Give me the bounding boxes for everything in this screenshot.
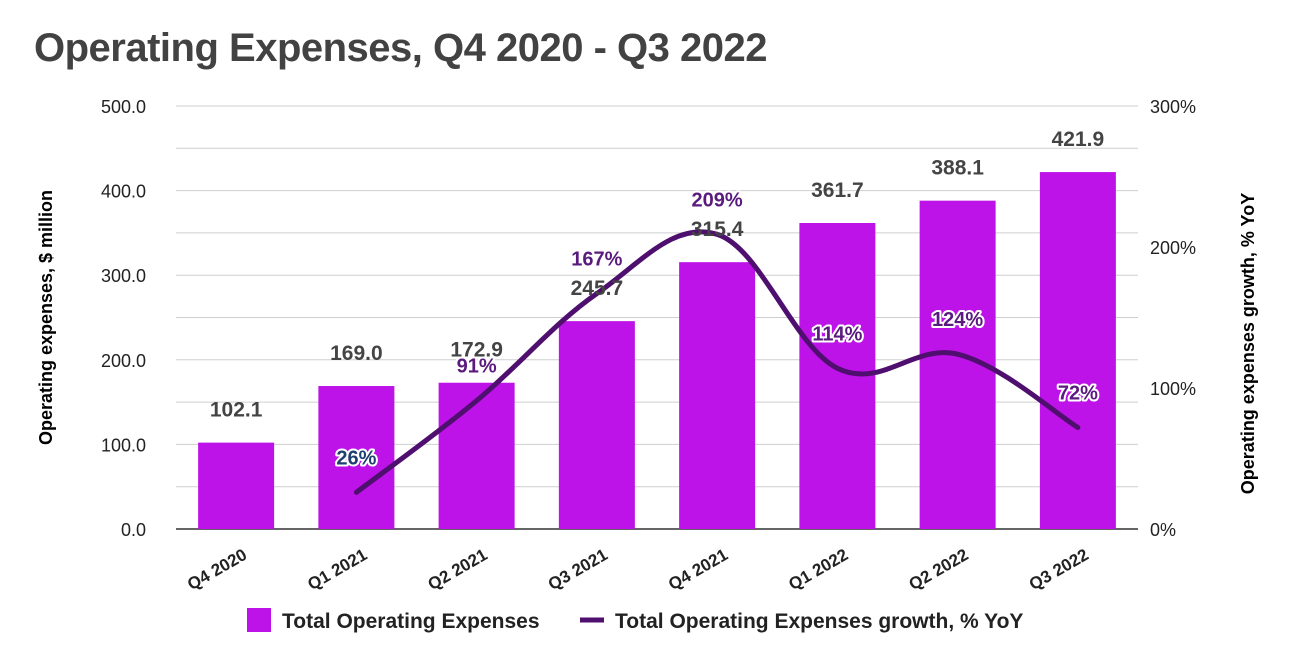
bar-value-label: 172.9 [450, 339, 503, 362]
bar-value-label: 245.7 [571, 277, 624, 300]
bar-value-label: 102.1 [210, 399, 263, 422]
data-labels: 102.1 169.0 172.9 245.7 315.4 361.7 388.1 421.9… [210, 128, 1105, 471]
bar-value-label: 388.1 [931, 157, 984, 180]
y2-tick-label: 300% [1150, 97, 1196, 117]
y-tick-label: 100.0 [101, 435, 146, 455]
legend-label-line: Total Operating Expenses growth, % YoY [615, 610, 1023, 633]
legend-label-bar: Total Operating Expenses [282, 610, 540, 633]
x-tick-label: Q1 2021 [304, 545, 370, 594]
growth-value-label: 91% [457, 356, 497, 378]
bar-value-label: 361.7 [811, 179, 864, 202]
bar [318, 386, 395, 529]
bar [679, 262, 756, 529]
y-tick-label: 500.0 [101, 97, 146, 117]
bar [438, 382, 515, 529]
bar [1039, 172, 1116, 529]
growth-line-path [353, 229, 1081, 495]
chart-title: Operating Expenses, Q4 2020 - Q3 2022 [34, 26, 767, 70]
bar [198, 442, 275, 529]
y-tick-label: 200.0 [101, 351, 146, 371]
bar [558, 321, 635, 529]
y-tick-label: 300.0 [101, 266, 146, 286]
x-tick-label: Q1 2022 [785, 545, 851, 594]
x-tick-label: Q3 2021 [545, 545, 611, 594]
growth-value-label: 114% [812, 323, 862, 345]
y-axis-title: Operating expenses, $ million [36, 190, 56, 445]
growth-value-label: 167% [571, 249, 622, 271]
x-tick-label: Q4 2021 [665, 545, 731, 594]
y2-tick-label: 0% [1150, 520, 1176, 540]
y2-tick-label: 200% [1150, 238, 1196, 258]
x-tick-label: Q4 2020 [184, 545, 250, 594]
y2-axis-title: Operating expenses growth, % YoY [1238, 193, 1258, 494]
y-tick-label: 400.0 [101, 182, 146, 202]
bar-value-label: 315.4 [691, 218, 744, 241]
growth-value-label: 26% [336, 447, 376, 469]
bar-value-label: 169.0 [330, 342, 383, 365]
growth-value-label: 209% [692, 189, 743, 211]
x-tick-label: Q2 2021 [425, 545, 491, 594]
legend: Total Operating Expenses Total Operating … [247, 608, 1023, 633]
growth-line [353, 229, 1081, 495]
y2-tick-label: 100% [1150, 379, 1196, 399]
growth-value-label: 124% [932, 309, 983, 331]
x-tick-label: Q2 2022 [906, 545, 972, 594]
bars [198, 172, 1116, 529]
growth-value-label: 72% [1058, 382, 1098, 404]
legend-swatch-bar [247, 608, 271, 632]
bar-value-label: 421.9 [1052, 128, 1105, 151]
y-tick-label: 0.0 [121, 520, 146, 540]
x-tick-label: Q3 2022 [1026, 545, 1092, 594]
